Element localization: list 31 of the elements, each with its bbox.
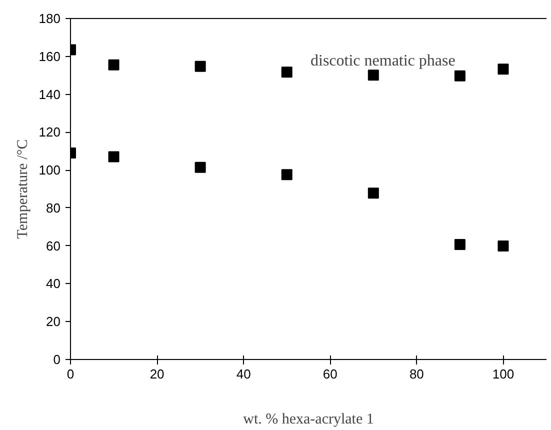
point (108, 59, 120, 70)
y-tick-label: 0 (53, 352, 61, 367)
annotation: discotic nematic phase (310, 52, 456, 70)
point (498, 240, 509, 252)
point (498, 64, 509, 75)
point (194, 60, 206, 72)
x-tick-label: 60 (322, 366, 338, 382)
y-tick-label: 20 (46, 314, 61, 330)
point (281, 66, 292, 78)
y-tick-label: 80 (46, 200, 61, 216)
y-axis-title: Temperature /°C (14, 139, 31, 239)
y-tick-label: 100 (38, 162, 61, 178)
y-tick-label: 180 (38, 11, 61, 26)
point (454, 239, 466, 250)
x-tick-label: 80 (409, 366, 424, 382)
y-tick-label: 60 (46, 238, 61, 254)
point (368, 70, 379, 81)
point (108, 151, 120, 162)
x-axis-title: wt. % hexa-acrylate 1 (243, 412, 374, 428)
point (368, 188, 379, 199)
x-tick-label: 40 (236, 366, 251, 382)
y-tick-label: 120 (38, 124, 61, 140)
point (454, 70, 466, 82)
x-tick-label: 0 (66, 366, 74, 382)
y-tick-label: 160 (38, 48, 61, 64)
point (281, 169, 292, 180)
x-tick-label: 20 (150, 366, 164, 382)
point (194, 162, 206, 173)
y-tick-label: 140 (38, 86, 61, 102)
x-tick-label: 100 (492, 366, 514, 382)
y-tick-label: 40 (46, 276, 61, 292)
